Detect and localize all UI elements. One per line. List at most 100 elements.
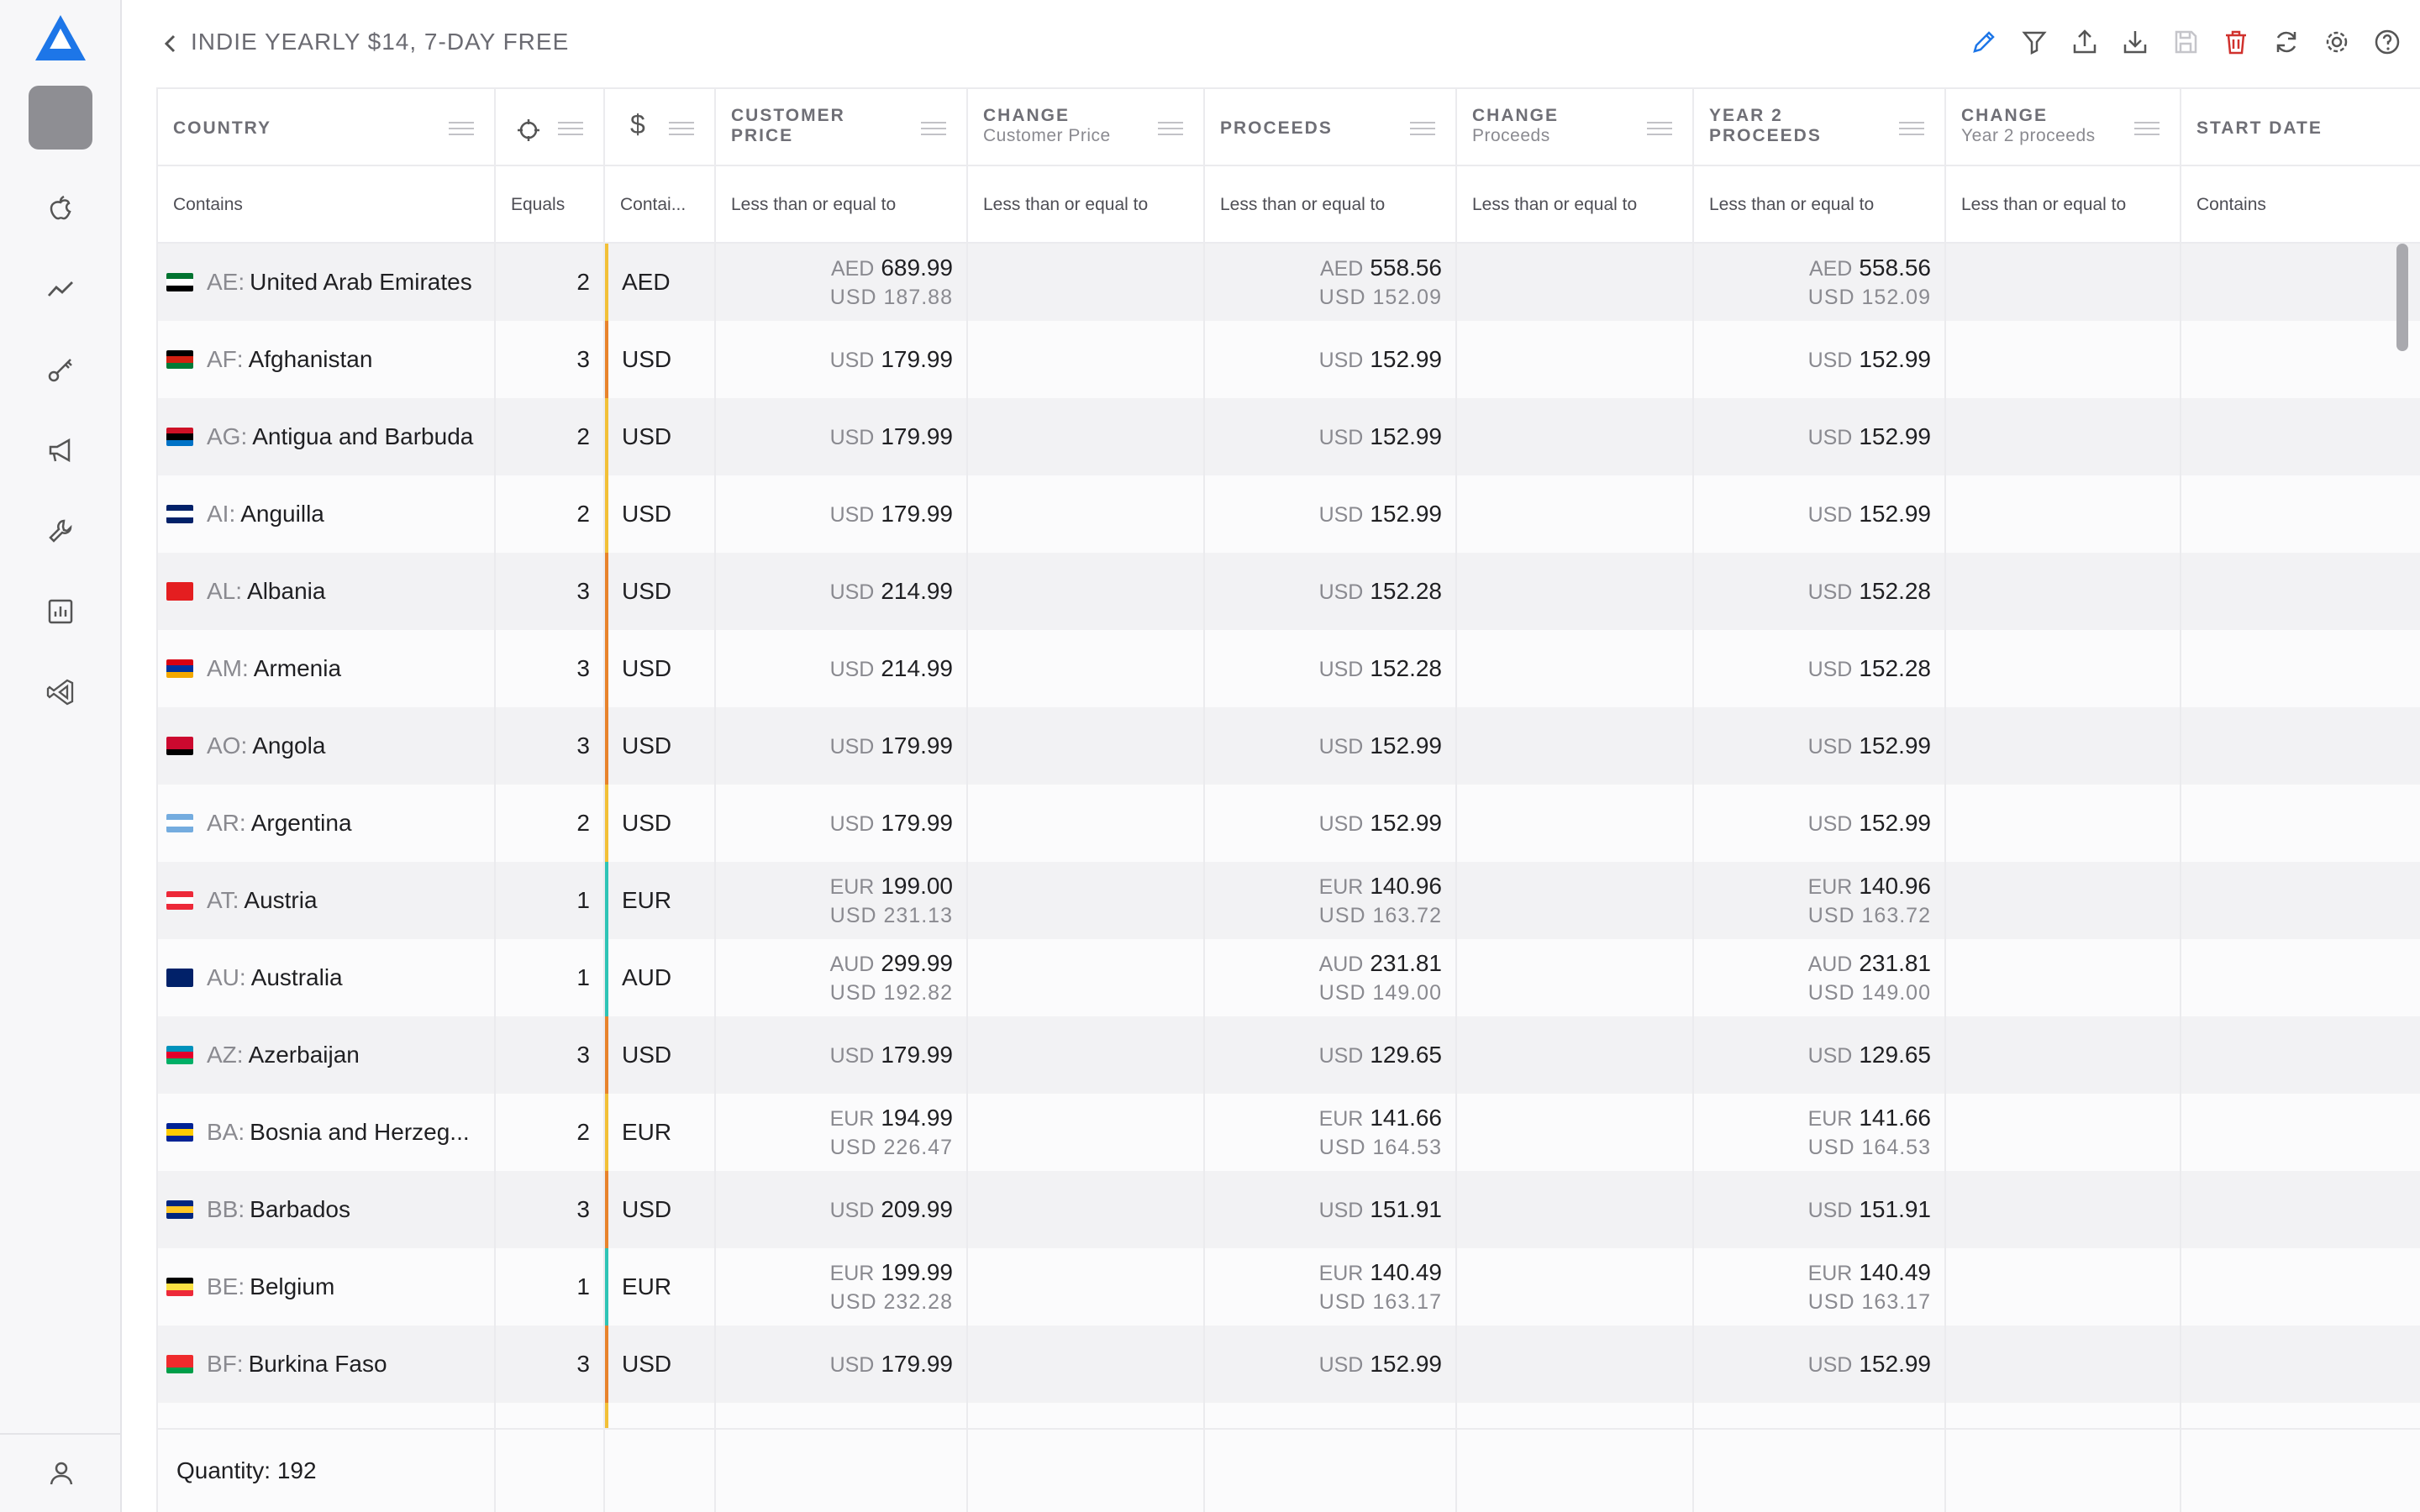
column-menu-icon[interactable] [2134, 121, 2160, 136]
amount: 231.81 [1370, 949, 1442, 976]
filter-customer-price[interactable]: Less than or equal to [716, 166, 968, 242]
currency-code: USD [1807, 1198, 1853, 1222]
table-row[interactable]: BE: Belgium 1 EUR EUR 199.99 USD 232.28 EUR 140.… [158, 1248, 2420, 1326]
table-row[interactable]: BF: Burkina Faso 3 USD USD 179.99 USD 152.99 USD… [158, 1326, 2420, 1403]
trash-icon[interactable] [2220, 25, 2252, 59]
download-icon[interactable] [2119, 25, 2151, 59]
table-row[interactable]: AG: Antigua and Barbuda 2 USD USD 179.99 USD 15… [158, 398, 2420, 475]
proceeds-cell: AED 558.56 USD 152.09 [1205, 244, 1457, 321]
refresh-icon[interactable] [2270, 25, 2302, 59]
dollar-icon[interactable]: $ [630, 109, 645, 139]
usd-equivalent: USD 163.72 [1318, 903, 1442, 927]
column-header-year2-proceeds[interactable]: YEAR 2 PROCEEDS [1694, 89, 1946, 165]
filter-change-year2-proceeds[interactable]: Less than or equal to [1946, 166, 2181, 242]
table-row[interactable]: AE: United Arab Emirates 2 AED AED 689.99 USD … [158, 244, 2420, 321]
currency-cell: USD [605, 398, 716, 475]
amount: 152.99 [1859, 423, 1931, 449]
table-row[interactable]: AR: Argentina 2 USD USD 179.99 USD 152.99 USD 152… [158, 785, 2420, 862]
table-row[interactable]: AF: Afghanistan 3 USD USD 179.99 USD 152.99 USD 1… [158, 321, 2420, 398]
amount-line: USD 152.99 [1808, 732, 1931, 761]
scrollbar-thumb[interactable] [2396, 244, 2408, 351]
app-thumbnail[interactable] [29, 86, 92, 150]
column-header-currency[interactable]: $ [605, 89, 716, 165]
help-icon[interactable] [2371, 25, 2403, 59]
trend-icon[interactable] [44, 272, 77, 306]
year2-proceeds-cell: AED 558.56 USD 152.09 [1694, 244, 1946, 321]
filter-change-customer-price[interactable]: Less than or equal to [968, 166, 1205, 242]
chevron-left-icon[interactable] [157, 29, 182, 58]
wrench-icon[interactable] [44, 514, 77, 548]
amount: 152.99 [1370, 345, 1442, 372]
column-header-start-date[interactable]: START DATE [2181, 89, 2420, 165]
upload-icon[interactable] [2069, 25, 2101, 59]
column-menu-icon[interactable] [921, 121, 946, 136]
country-name: Anguilla [240, 501, 324, 527]
filter-currency[interactable]: Contai... [605, 166, 716, 242]
app-logo-icon[interactable] [34, 13, 87, 62]
apple-icon[interactable] [44, 192, 77, 225]
currency-cell: USD [605, 1016, 716, 1094]
filter-change-proceeds[interactable]: Less than or equal to [1457, 166, 1694, 242]
table-row[interactable]: AZ: Azerbaijan 3 USD USD 179.99 USD 129.65 USD 12… [158, 1016, 2420, 1094]
pencil-icon[interactable] [1968, 25, 2000, 59]
usd-equivalent: USD 164.53 [1807, 1135, 1931, 1159]
currency-code: USD [1318, 1198, 1364, 1222]
crosshair-icon[interactable] [516, 118, 541, 143]
column-menu-icon[interactable] [1410, 121, 1435, 136]
column-menu-icon[interactable] [1647, 121, 1672, 136]
change-proceeds-cell [1457, 1016, 1694, 1094]
table-row[interactable]: AU: Australia 1 AUD AUD 299.99 USD 192.82 AUD 23… [158, 939, 2420, 1016]
footer-cell-year2-proceeds [1694, 1430, 1946, 1512]
column-header-change-year2-proceeds[interactable]: CHANGE Year 2 proceeds [1946, 89, 2181, 165]
column-menu-icon[interactable] [449, 121, 474, 136]
key-icon[interactable] [44, 353, 77, 386]
column-menu-icon[interactable] [1899, 121, 1924, 136]
filter-proceeds[interactable]: Less than or equal to [1205, 166, 1457, 242]
column-title: CHANGE [1472, 106, 1560, 125]
filter-year2-proceeds[interactable]: Less than or equal to [1694, 166, 1946, 242]
amount: 151.91 [1859, 1195, 1931, 1222]
table-row[interactable]: BA: Bosnia and Herzeg... 2 EUR EUR 194.99 USD … [158, 1094, 2420, 1171]
country-cell: AM: Armenia [158, 630, 496, 707]
column-header-country[interactable]: COUNTRY [158, 89, 496, 165]
filter-country[interactable]: Contains [158, 166, 496, 242]
customer-price-cell: USD 179.99 [716, 475, 968, 553]
chart-icon[interactable] [44, 595, 77, 628]
header-row: COUNTRY $ CUSTOMER PRICE CHANGE Customer Pri… [158, 87, 2420, 166]
megaphone-icon[interactable] [44, 433, 77, 467]
table-row[interactable]: AM: Armenia 3 USD USD 214.99 USD 152.28 USD 152.2… [158, 630, 2420, 707]
column-menu-icon[interactable] [1158, 121, 1183, 136]
rank-cell: 3 [496, 553, 605, 630]
vscode-icon[interactable] [44, 675, 77, 709]
currency-code: USD [1807, 348, 1853, 372]
currency-cell: EUR [605, 1094, 716, 1171]
table-row[interactable]: AO: Angola 3 USD USD 179.99 USD 152.99 USD 152.99 [158, 707, 2420, 785]
column-header-customer-price[interactable]: CUSTOMER PRICE [716, 89, 968, 165]
currency-code: USD [1807, 1043, 1853, 1068]
column-header-rank[interactable] [496, 89, 605, 165]
table-row[interactable]: AT: Austria 1 EUR EUR 199.00 USD 231.13 EUR 140.… [158, 862, 2420, 939]
column-menu-icon[interactable] [558, 121, 583, 136]
filter-rank[interactable]: Equals [496, 166, 605, 242]
table-row[interactable]: AL: Albania 3 USD USD 214.99 USD 152.28 USD 152.2… [158, 553, 2420, 630]
column-header-change-customer-price[interactable]: CHANGE Customer Price [968, 89, 1205, 165]
column-header-proceeds[interactable]: PROCEEDS [1205, 89, 1457, 165]
user-icon[interactable] [46, 1458, 76, 1488]
column-subtitle: Customer Price [983, 126, 1111, 145]
rank-cell: 3 [496, 1171, 605, 1248]
start-date-cell [2181, 398, 2420, 475]
currency-code: USD [829, 425, 875, 449]
gear-icon[interactable] [2321, 25, 2353, 59]
currency-code: USD [829, 1352, 875, 1377]
currency-code: USD [829, 734, 875, 759]
column-menu-icon[interactable] [669, 121, 694, 136]
country-code: AZ: [207, 1042, 244, 1068]
table-row[interactable]: AI: Anguilla 2 USD USD 179.99 USD 152.99 USD 152.… [158, 475, 2420, 553]
column-header-change-proceeds[interactable]: CHANGE Proceeds [1457, 89, 1694, 165]
filter-icon[interactable] [2018, 25, 2050, 59]
amount: 152.28 [1859, 577, 1931, 604]
filter-start-date[interactable]: Contains [2181, 166, 2420, 242]
table-row[interactable]: BB: Barbados 3 USD USD 209.99 USD 151.91 USD 151.… [158, 1171, 2420, 1248]
save-icon[interactable] [2170, 25, 2202, 59]
proceeds-cell: USD 152.99 [1205, 475, 1457, 553]
